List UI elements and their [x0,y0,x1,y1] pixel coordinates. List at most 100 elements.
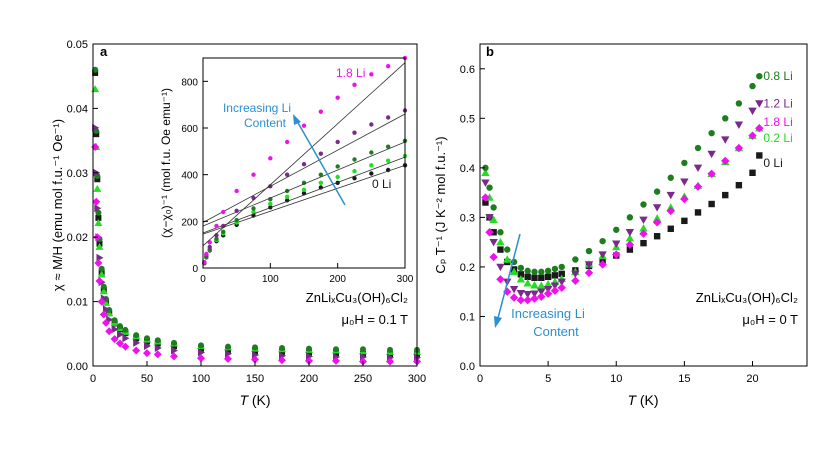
inset-data-point [234,208,239,214]
panel-b-y-ticks: 0.0 0.1 0.2 0.3 0.4 0.5 0.6 [460,64,485,373]
panel-a-x-label-unit: (K) [248,392,271,408]
data-point [756,73,763,80]
inset-annotation-line2: Content [244,116,287,130]
y-tick-label: 0.03 [67,168,88,180]
series-label: 1.8 Li [763,115,792,129]
data-point [111,325,119,334]
data-point [558,270,565,278]
inset-data-point [284,172,290,177]
inset-data-point [369,72,374,77]
y-tick-label: 400 [181,171,198,182]
panel-b-annotation-line1: Increasing Li [511,306,585,321]
data-point [748,107,757,116]
x-tick-label: 250 [354,373,372,385]
data-point [652,218,662,227]
data-point [708,129,715,137]
data-point [496,237,505,246]
data-point [95,209,102,216]
data-point [538,274,545,282]
inset-data-point [352,82,357,88]
data-point [98,265,105,272]
data-point [693,182,703,191]
data-point [509,293,519,302]
data-point [523,295,532,305]
panel-b-frame [479,43,808,367]
panel-a-x-label-var: T [239,392,249,408]
data-point [531,274,538,282]
data-point [278,356,286,365]
data-point [708,200,715,208]
data-point [722,115,729,122]
data-point [489,238,498,247]
data-point [667,225,674,232]
data-point [625,240,635,249]
y-tick-label: 0.3 [460,212,475,224]
x-tick-label: 0 [200,274,206,285]
data-point [572,256,579,263]
data-point [117,330,124,339]
y-tick-label: 0.2 [460,262,475,274]
data-point [504,246,511,253]
data-point [652,204,662,212]
data-point [722,191,729,199]
inset-y-label: (χ−χ₀)⁻¹ (mol f.u. Oe emu⁻¹) [159,88,173,238]
data-point [95,242,104,250]
inset-data-point [221,223,226,229]
inset-data-point [352,130,357,135]
data-point [625,229,635,237]
data-point [306,345,312,352]
y-tick-label: 0.4 [460,163,475,175]
y-tick-label: 0.6 [460,64,475,76]
data-point [734,143,744,153]
data-point [197,354,205,363]
data-point [653,188,661,195]
data-point [225,343,231,350]
series-label: 0 Li [763,156,782,170]
series-0-li [482,152,763,282]
panel-a-x-label: T (K) [239,392,270,408]
data-point [749,169,756,176]
panel-b-annotation: Increasing Li Content [511,306,585,339]
inset-annotation-line1: Increasing Li [223,101,291,115]
y-tick-label: 0 [192,264,198,275]
data-point [94,258,103,267]
data-point [755,100,764,108]
panel-a-formula: ZnLiₓCu₃(OH)₆Cl₂ [306,290,408,305]
inset-series-1-8-li [202,55,408,265]
inset-data-point [221,209,226,215]
data-point [92,197,101,206]
inset-data-point [301,187,307,193]
inset-data-point [251,172,256,177]
data-point [694,209,702,216]
series-1-8-li [91,143,421,366]
data-point [94,219,103,227]
data-point [707,169,716,178]
inset-data-point [234,188,239,194]
y-tick-label: 0.04 [67,103,88,115]
y-tick-label: 800 [181,77,198,88]
data-point [154,343,162,352]
inset-data-point [207,244,212,250]
x-tick-label: 0 [90,373,96,385]
data-point [360,346,366,353]
data-point [551,272,559,279]
x-tick-label: 100 [192,373,210,385]
panel-a-series [91,66,421,366]
data-point [97,270,106,278]
inset-data-point [318,109,324,114]
inset-data-point [385,158,391,163]
data-point [503,255,512,263]
inset-fit-line [202,113,406,223]
data-point [497,229,504,236]
data-point [99,287,108,295]
data-point [558,263,565,271]
inset-data-point [301,161,307,167]
panel-b-arrow-head-icon [494,316,502,328]
data-point [523,290,532,299]
x-tick-label: 150 [246,373,264,385]
y-tick-label: 600 [181,124,198,135]
x-tick-label: 0 [477,373,483,385]
data-point [133,332,140,339]
panel-b-x-ticks: 0 5 10 15 20 [477,361,759,385]
